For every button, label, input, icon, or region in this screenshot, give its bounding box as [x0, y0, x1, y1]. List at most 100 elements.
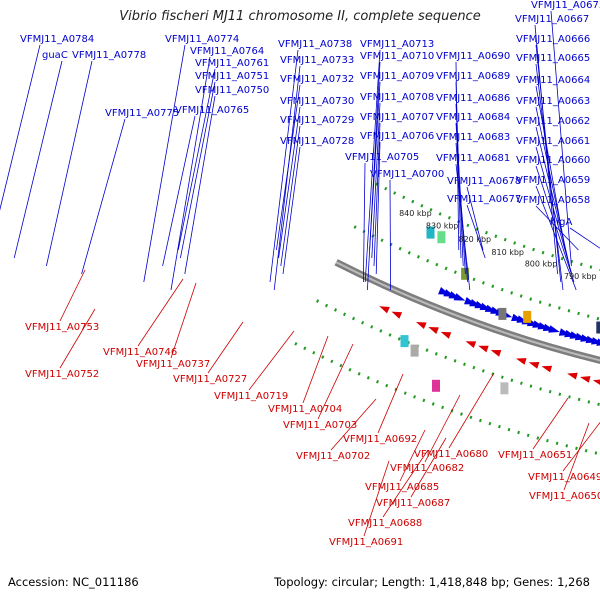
- guide-ring-2: [316, 299, 600, 407]
- reverse-label-leader: [302, 335, 329, 404]
- forward-gene-label: VFMJ11_A0709: [360, 71, 434, 82]
- forward-gene-label: VFMJ11_A0705: [345, 152, 419, 163]
- reverse-label-leader: [377, 373, 404, 434]
- scale-tick-label: 830 kbp: [426, 221, 459, 230]
- forward-label-leader: [535, 165, 575, 283]
- feature-block: [437, 231, 446, 244]
- reverse-label-leader: [59, 269, 86, 322]
- forward-gene-label: higA: [550, 217, 572, 228]
- forward-label-leader: [180, 81, 216, 259]
- reverse-gene-arrow: [478, 345, 489, 353]
- reverse-gene-label: VFMJ11_A0702: [296, 451, 370, 462]
- forward-label-leader: [143, 44, 186, 283]
- reverse-label-leader: [424, 394, 461, 463]
- forward-gene-label: VFMJ11_A0732: [280, 74, 354, 85]
- forward-label-leader: [282, 146, 301, 275]
- reverse-gene-label: VFMJ11_A0688: [348, 518, 422, 529]
- reverse-label-leader: [317, 343, 354, 420]
- reverse-label-leader: [330, 398, 377, 451]
- forward-label-leader: [535, 126, 570, 267]
- reverse-label-leader: [562, 421, 600, 472]
- reverse-label-leader: [382, 449, 429, 518]
- forward-label-leader: [466, 204, 486, 259]
- scale-tick-label: 820 kbp: [459, 235, 492, 244]
- forward-gene-label: VFMJ11_A0761: [195, 58, 269, 69]
- forward-label-leader: [373, 122, 381, 267]
- scale-tick-label: 810 kbp: [491, 248, 524, 257]
- scale-tick-label: 800 kbp: [525, 260, 558, 269]
- forward-gene-label: VFMJ11_A0706: [360, 131, 434, 142]
- forward-gene-arrow: [596, 338, 600, 346]
- reverse-gene-arrow: [490, 350, 502, 357]
- scale-tick-label: 840 kbp: [399, 209, 432, 218]
- reverse-gene-arrow: [440, 331, 452, 339]
- forward-label-leader: [276, 84, 301, 251]
- forward-label-leader: [389, 179, 392, 291]
- forward-gene-label: VFMJ11_A0730: [280, 96, 354, 107]
- forward-gene-label: VFMJ11_A0751: [195, 71, 269, 82]
- forward-label-leader: [363, 162, 366, 283]
- reverse-gene-label: VFMJ11_A0704: [268, 404, 342, 415]
- reverse-gene-label: VFMJ11_A0703: [283, 420, 357, 431]
- reverse-gene-arrow: [580, 376, 591, 383]
- feature-block: [596, 321, 600, 334]
- forward-label-leader: [170, 56, 211, 291]
- forward-label-leader: [364, 49, 381, 283]
- reverse-label-leader: [248, 330, 295, 391]
- reverse-gene-label: VFMJ11_A0752: [25, 369, 99, 380]
- forward-gene-label: VFMJ11_A0665: [516, 53, 590, 64]
- forward-gene-label: VFMJ11_A0667: [515, 14, 589, 25]
- forward-label-leader: [184, 95, 216, 275]
- forward-gene-label: VFMJ11_A0673: [531, 0, 600, 11]
- forward-gene-label: VFMJ11_A0684: [436, 112, 510, 123]
- map-title: Vibrio fischeri MJ11 chromosome II, comp…: [119, 9, 481, 24]
- reverse-label-leader: [137, 278, 184, 347]
- forward-label-leader: [0, 44, 41, 211]
- forward-label-leader: [369, 81, 381, 251]
- reverse-gene-label: VFMJ11_A0682: [390, 463, 464, 474]
- forward-gene-label: VFMJ11_A0784: [20, 34, 94, 45]
- forward-label-leader: [569, 227, 600, 249]
- forward-gene-arrow: [548, 325, 560, 333]
- forward-gene-label: VFMJ11_A0707: [360, 112, 434, 123]
- reverse-gene-arrow: [541, 365, 553, 373]
- forward-gene-label: VFMJ11_A0738: [278, 39, 352, 50]
- forward-gene-label: VFMJ11_A0710: [360, 51, 434, 62]
- scale-tick-label: 790 kbp: [564, 272, 597, 281]
- forward-gene-label: VFMJ11_A0686: [436, 93, 510, 104]
- reverse-label-leader: [448, 372, 495, 449]
- forward-gene-label: VFMJ11_A0681: [436, 153, 510, 164]
- reverse-gene-arrow: [528, 362, 540, 369]
- forward-gene-label: VFMJ11_A0658: [516, 195, 590, 206]
- forward-gene-label: VFMJ11_A0729: [280, 115, 354, 126]
- forward-label-leader: [367, 61, 381, 291]
- forward-gene-arrow: [453, 293, 466, 301]
- forward-label-leader: [162, 115, 196, 267]
- feature-block: [500, 382, 509, 395]
- forward-gene-label: VFMJ11_A0700: [370, 169, 444, 180]
- feature-block: [523, 310, 532, 323]
- forward-label-leader: [371, 102, 381, 259]
- forward-gene-label: VFMJ11_A0775: [105, 108, 179, 119]
- forward-gene-label: VFMJ11_A0764: [190, 46, 264, 57]
- forward-gene-label: VFMJ11_A0662: [516, 116, 590, 127]
- reverse-label-leader: [59, 308, 96, 369]
- forward-label-leader: [13, 60, 63, 259]
- forward-label-leader: [81, 118, 126, 275]
- forward-gene-label: VFMJ11_A0666: [516, 34, 590, 45]
- reverse-gene-arrow: [379, 306, 390, 314]
- backbone-highlight: [335, 261, 600, 362]
- reverse-gene-label: VFMJ11_A0685: [365, 482, 439, 493]
- forward-gene-label: VFMJ11_A0660: [516, 155, 590, 166]
- reverse-gene-arrow: [416, 322, 427, 329]
- forward-label-leader: [550, 10, 572, 267]
- forward-gene-label: VFMJ11_A0778: [72, 50, 146, 61]
- reverse-gene-label: VFMJ11_A0649: [528, 472, 600, 483]
- reverse-label-leader: [563, 422, 590, 491]
- forward-gene-label: VFMJ11_A0664: [516, 75, 590, 86]
- forward-gene-label: VFMJ11_A0690: [436, 51, 510, 62]
- reverse-gene-arrow: [391, 311, 403, 319]
- gene-features: [379, 226, 600, 395]
- forward-gene-label: VFMJ11_A0774: [165, 34, 239, 45]
